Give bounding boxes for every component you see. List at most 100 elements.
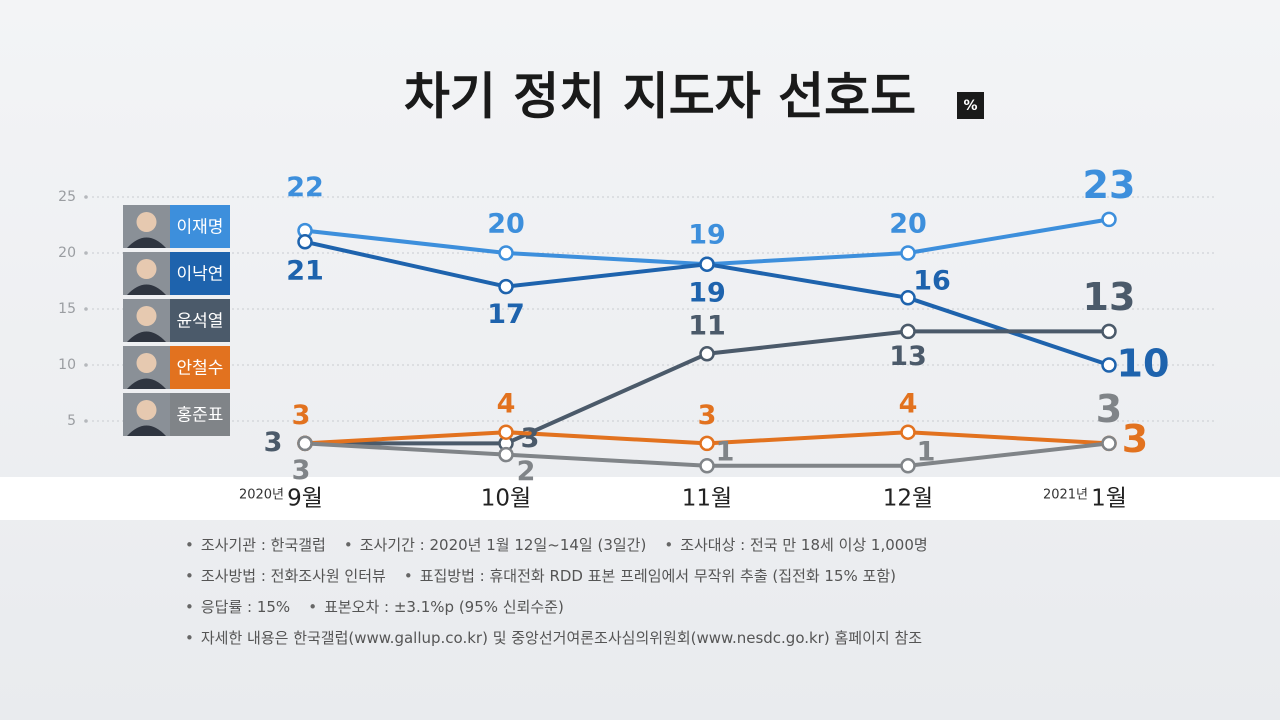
data-label: 23 xyxy=(1083,163,1136,207)
x-axis-band xyxy=(0,477,1280,520)
y-tick-label: 10 xyxy=(58,357,76,373)
data-point xyxy=(900,290,916,306)
data-label: 3 xyxy=(1122,417,1148,461)
data-point xyxy=(699,346,715,362)
data-point xyxy=(1101,357,1117,373)
legend-swatch xyxy=(170,205,230,248)
legend-photo-body xyxy=(127,378,166,389)
data-label: 2 xyxy=(517,456,536,487)
y-tick-label: 20 xyxy=(58,245,76,261)
chart-title: 차기 정치 지도자 선호도 xyxy=(404,68,916,126)
data-label: 3 xyxy=(1096,387,1122,431)
legend-item: 윤석열 xyxy=(123,299,230,342)
data-point xyxy=(498,278,514,295)
data-label: 1 xyxy=(716,436,735,467)
legend-photo-head xyxy=(136,353,157,373)
data-label: 3 xyxy=(698,400,717,431)
data-point xyxy=(1101,323,1117,340)
data-label: 19 xyxy=(688,220,726,251)
legend-label: 이낙연 xyxy=(177,265,224,285)
note-item: 조사대상 : 전국 만 18세 이상 1,000명 xyxy=(664,536,927,554)
y-tick-mark xyxy=(84,251,88,255)
data-label: 1 xyxy=(917,436,936,467)
legend-label: 윤석열 xyxy=(177,312,224,332)
y-tick-mark xyxy=(84,307,88,311)
note-line: 조사방법 : 전화조사원 인터뷰 표집방법 : 휴대전화 RDD 표본 프레임에서… xyxy=(185,564,1185,595)
data-label: 4 xyxy=(899,389,918,420)
legend-photo-body xyxy=(127,425,166,436)
data-point xyxy=(498,424,514,440)
data-label: 3 xyxy=(292,400,311,431)
legend-photo-head xyxy=(136,212,157,232)
legend-photo-head xyxy=(136,306,157,326)
data-point xyxy=(1101,435,1117,452)
data-label: 3 xyxy=(292,455,311,486)
x-tick-label: 12월 xyxy=(883,486,933,512)
note-item: 자세한 내용은 한국갤럽(www.gallup.co.kr) 및 중앙선거여론조… xyxy=(185,629,922,647)
data-point xyxy=(900,323,916,340)
notes: 조사기관 : 한국갤럽 조사기간 : 2020년 1월 12일~14일 (3일간)… xyxy=(185,533,1185,657)
x-tick-label: 1월 xyxy=(1091,486,1127,512)
x-year-label: 2020년 xyxy=(239,488,284,503)
data-label: 20 xyxy=(487,209,525,240)
data-label: 20 xyxy=(889,209,927,240)
data-label: 10 xyxy=(1117,342,1170,386)
x-tick-label: 9월 xyxy=(287,486,323,512)
note-item: 조사방법 : 전화조사원 인터뷰 xyxy=(185,567,386,585)
legend-photo-head xyxy=(136,400,157,420)
legend-label: 이재명 xyxy=(177,218,224,238)
legend-swatch xyxy=(170,393,230,436)
x-tick-label: 10월 xyxy=(481,486,531,512)
x-tick-label: 11월 xyxy=(682,486,732,512)
y-tick-mark xyxy=(84,363,88,367)
data-label: 21 xyxy=(286,255,324,286)
data-label: 22 xyxy=(286,172,324,203)
note-line: 자세한 내용은 한국갤럽(www.gallup.co.kr) 및 중앙선거여론조… xyxy=(185,626,1185,657)
data-point xyxy=(297,435,313,452)
data-point xyxy=(297,234,313,250)
note-line: 조사기관 : 한국갤럽 조사기간 : 2020년 1월 12일~14일 (3일간)… xyxy=(185,533,1185,564)
data-point xyxy=(498,446,514,463)
legend-photo-body xyxy=(127,284,166,295)
legend-item: 홍준표 xyxy=(123,393,230,436)
data-label: 11 xyxy=(688,310,726,341)
note-item: 조사기관 : 한국갤럽 xyxy=(185,536,326,554)
y-tick-mark xyxy=(84,195,88,199)
legend-item: 안철수 xyxy=(123,346,230,389)
data-label: 19 xyxy=(688,278,726,309)
legend-photo-head xyxy=(136,259,157,279)
legend-item: 이낙연 xyxy=(123,252,230,295)
unit-label: % xyxy=(963,98,977,114)
note-item: 표집방법 : 휴대전화 RDD 표본 프레임에서 무작위 추출 (집전화 15%… xyxy=(404,567,896,585)
data-point xyxy=(900,458,916,474)
note-item: 조사기간 : 2020년 1월 12일~14일 (3일간) xyxy=(344,536,646,554)
data-point xyxy=(498,245,514,261)
legend-label: 홍준표 xyxy=(177,406,224,426)
data-point xyxy=(699,435,715,452)
legend-swatch xyxy=(170,252,230,295)
data-point xyxy=(699,256,715,272)
data-point xyxy=(900,424,916,440)
note-item: 표본오차 : ±3.1%p (95% 신뢰수준) xyxy=(308,598,564,616)
note-line: 응답률 : 15% 표본오차 : ±3.1%p (95% 신뢰수준) xyxy=(185,595,1185,626)
data-label: 17 xyxy=(487,299,525,330)
data-label: 13 xyxy=(889,341,927,372)
legend-swatch xyxy=(170,299,230,342)
data-label: 3 xyxy=(521,423,540,454)
data-point xyxy=(900,245,916,261)
legend-photo-body xyxy=(127,237,166,248)
data-label: 13 xyxy=(1083,275,1136,319)
note-item: 응답률 : 15% xyxy=(185,598,290,616)
y-tick-mark xyxy=(84,419,88,423)
data-label: 16 xyxy=(913,265,951,296)
y-tick-label: 15 xyxy=(58,301,76,317)
data-label: 4 xyxy=(497,389,516,420)
data-point xyxy=(1101,211,1117,228)
legend-item: 이재명 xyxy=(123,205,230,248)
x-year-label: 2021년 xyxy=(1043,488,1088,503)
y-tick-label: 25 xyxy=(58,189,76,205)
y-tick-label: 5 xyxy=(67,413,76,429)
data-label: 3 xyxy=(264,427,283,458)
